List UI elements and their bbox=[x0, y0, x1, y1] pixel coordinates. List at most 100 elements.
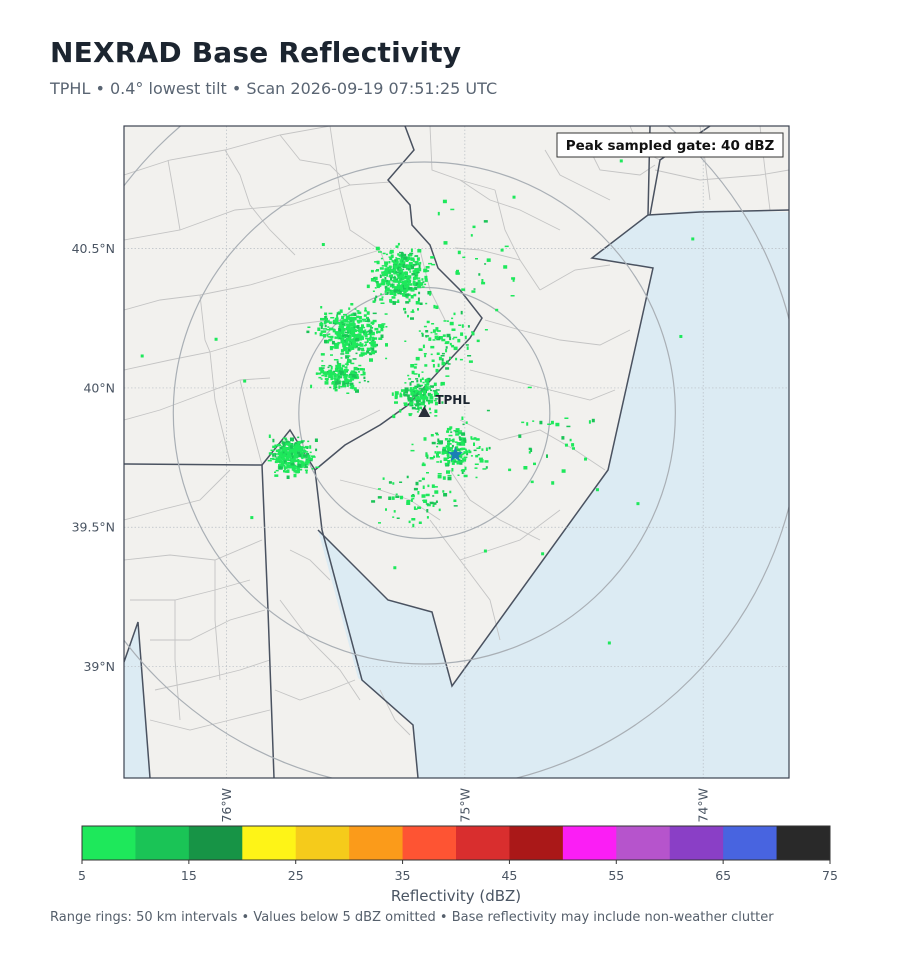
echo-gate bbox=[283, 469, 285, 473]
echo-gate bbox=[447, 456, 452, 459]
echo-gate bbox=[288, 446, 291, 450]
colorbar-bin bbox=[188, 826, 243, 860]
echo-gate bbox=[431, 263, 436, 266]
echo-gate bbox=[277, 458, 280, 460]
echo-gate bbox=[407, 397, 412, 401]
echo-gate bbox=[414, 286, 418, 291]
echo-gate bbox=[422, 281, 425, 283]
echo-gate bbox=[345, 366, 348, 369]
echo-gate bbox=[432, 329, 436, 333]
echo-gate bbox=[476, 339, 480, 343]
echo-gate bbox=[394, 391, 399, 395]
echo-gate bbox=[286, 453, 291, 455]
echo-gate bbox=[324, 312, 328, 315]
echo-gate bbox=[396, 265, 399, 269]
echo-gate bbox=[412, 494, 415, 496]
echo-gate bbox=[305, 451, 309, 453]
echo-gate bbox=[408, 298, 411, 303]
echo-gate bbox=[353, 326, 356, 329]
echo-gate bbox=[345, 328, 348, 331]
echo-gate bbox=[465, 421, 468, 424]
echo-gate bbox=[527, 386, 532, 389]
echo-gate bbox=[404, 387, 409, 391]
echo-gate bbox=[354, 325, 358, 328]
echo-gate bbox=[310, 384, 313, 389]
echo-gate bbox=[463, 474, 468, 478]
echo-gate bbox=[418, 388, 423, 390]
echo-gate bbox=[421, 371, 424, 373]
echo-gate bbox=[396, 264, 401, 267]
echo-gate bbox=[372, 300, 376, 303]
echo-gate bbox=[427, 484, 430, 488]
echo-gate bbox=[364, 329, 367, 332]
reflectivity-echoes bbox=[140, 139, 695, 645]
echo-gate bbox=[369, 325, 372, 328]
echo-gate bbox=[321, 368, 323, 372]
echo-gate bbox=[411, 309, 414, 313]
echo-gate bbox=[416, 257, 420, 261]
echo-gate bbox=[388, 496, 392, 500]
echo-gate bbox=[383, 270, 387, 273]
echo-gate bbox=[430, 331, 433, 334]
echo-gate bbox=[286, 447, 289, 450]
echo-gate bbox=[371, 347, 375, 351]
echo-gate bbox=[530, 448, 533, 452]
echo-gate bbox=[431, 359, 435, 362]
echo-gate bbox=[349, 379, 352, 383]
echo-gate bbox=[298, 469, 303, 471]
echo-gate bbox=[476, 447, 481, 449]
echo-gate bbox=[467, 355, 472, 357]
colorbar-bin bbox=[242, 826, 297, 860]
echo-gate bbox=[403, 286, 405, 290]
echo-gate bbox=[399, 481, 403, 483]
echo-gate bbox=[408, 520, 411, 524]
echo-gate bbox=[280, 463, 284, 467]
echo-gate bbox=[451, 344, 455, 348]
echo-gate bbox=[407, 281, 410, 285]
echo-gate bbox=[410, 257, 413, 260]
echo-gate bbox=[418, 348, 422, 350]
echo-gate bbox=[314, 438, 318, 442]
echo-gate bbox=[291, 467, 296, 471]
echo-gate bbox=[272, 453, 275, 457]
echo-gate bbox=[331, 340, 335, 345]
echo-gate bbox=[328, 338, 332, 342]
echo-gate bbox=[410, 494, 415, 498]
echo-gate bbox=[364, 331, 367, 336]
echo-gate bbox=[356, 334, 360, 338]
echo-gate bbox=[351, 323, 354, 327]
echo-gate bbox=[327, 370, 329, 373]
echo-gate bbox=[448, 439, 452, 442]
echo-gate bbox=[282, 444, 285, 448]
echo-gate bbox=[486, 409, 490, 412]
echo-gate bbox=[371, 341, 376, 344]
echo-gate bbox=[434, 490, 439, 494]
echo-gate bbox=[404, 390, 408, 394]
echo-gate bbox=[284, 470, 289, 473]
echo-gate bbox=[323, 320, 326, 325]
echo-gate bbox=[572, 447, 575, 450]
echo-gate bbox=[403, 253, 407, 257]
echo-gate bbox=[408, 378, 412, 380]
echo-gate bbox=[396, 258, 399, 263]
echo-gate bbox=[422, 381, 425, 384]
echo-gate bbox=[291, 448, 296, 450]
echo-gate bbox=[403, 271, 408, 275]
echo-gate bbox=[300, 446, 304, 449]
echo-gate bbox=[413, 487, 418, 491]
echo-gate bbox=[352, 319, 355, 324]
echo-gate bbox=[471, 290, 476, 293]
echo-gate bbox=[334, 344, 339, 348]
echo-gate bbox=[393, 289, 398, 293]
echo-gate bbox=[351, 333, 356, 338]
echo-gate bbox=[282, 455, 285, 458]
echo-gate bbox=[375, 295, 378, 299]
echo-gate bbox=[341, 340, 345, 345]
echo-gate bbox=[435, 433, 439, 436]
echo-gate bbox=[343, 375, 347, 379]
echo-gate bbox=[297, 451, 300, 454]
peak-annotation-box bbox=[556, 132, 784, 158]
echo-gate bbox=[424, 385, 428, 389]
echo-gate bbox=[389, 291, 394, 295]
echo-gate bbox=[307, 440, 310, 443]
